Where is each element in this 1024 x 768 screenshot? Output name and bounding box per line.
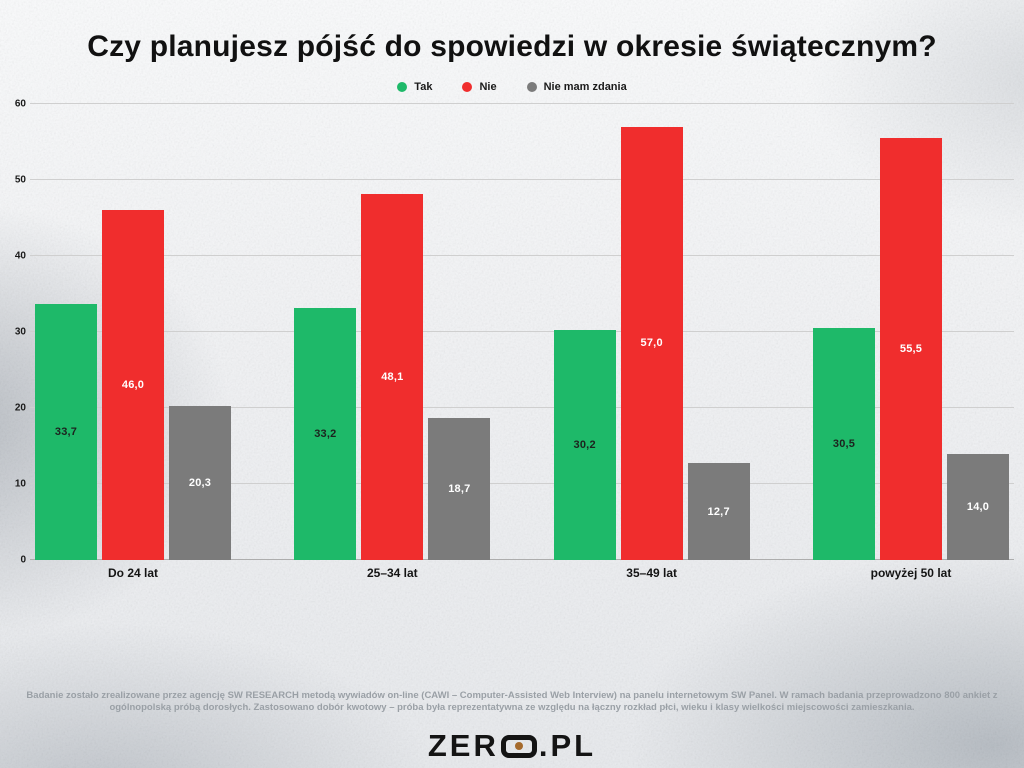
y-tick-label: 60 (14, 98, 26, 110)
legend-item: Nie mam zdania (526, 81, 627, 93)
zero-pl-logo: ZER .PL (0, 728, 1024, 764)
bar-nie: 48,1 (361, 194, 424, 560)
bar-value-label: 12,7 (707, 505, 730, 518)
bar-group: 33,7 46,0 20,3 Do 24 lat (35, 104, 231, 580)
logo-o-dot (514, 742, 523, 750)
bar-nie: 55,5 (879, 138, 942, 560)
plot-area: 0 10 20 30 40 50 60 33,7 46,0 20,3 Do 24 lat 33,2 48… (15, 99, 1014, 580)
bar-nie-mam-zdania: 20,3 (169, 405, 231, 560)
bar-group: 30,5 55,5 14,0 powyżej 50 lat (812, 104, 1009, 580)
y-tick-label: 10 (14, 478, 26, 490)
legend-swatch-icon (526, 82, 537, 92)
bar-value-label: 48,1 (381, 371, 404, 384)
legend-label: Nie (479, 81, 497, 93)
bar-tak: 30,5 (812, 328, 875, 560)
bar-value-label: 20,3 (188, 476, 212, 489)
y-tick-label: 30 (14, 326, 26, 338)
category-label: 35–49 lat (626, 566, 678, 580)
logo-text-right: .PL (538, 728, 597, 763)
category-label: 25–34 lat (366, 566, 418, 580)
chart-title: Czy planujesz pójść do spowiedzi w okres… (87, 30, 937, 63)
bar-value-label: 14,0 (966, 500, 990, 513)
bar-value-label: 30,2 (573, 439, 596, 452)
category-label: powyżej 50 lat (870, 566, 952, 580)
legend-item: Tak (397, 81, 432, 93)
chart-legend: Tak Nie Nie mam zdania (0, 81, 1024, 93)
bar-nie-mam-zdania: 12,7 (687, 463, 750, 560)
bar-nie: 57,0 (620, 126, 683, 560)
bar-tak: 30,2 (553, 330, 616, 560)
y-tick-label: 0 (20, 554, 26, 566)
legend-label: Nie mam zdania (543, 81, 627, 93)
methodology-note: Badanie zostało zrealizowane przez agenc… (26, 690, 998, 714)
bar-group: 33,2 48,1 18,7 25–34 lat (294, 104, 491, 580)
y-tick-label: 50 (14, 174, 26, 186)
bar-group: 30,2 57,0 12,7 35–49 lat (553, 104, 750, 580)
legend-label: Tak (414, 81, 433, 93)
bar-nie: 46,0 (102, 210, 164, 560)
bar-tak: 33,2 (294, 307, 357, 560)
legend-swatch-icon (397, 82, 408, 92)
bar-value-label: 46,0 (121, 379, 145, 392)
y-tick-label: 40 (14, 250, 26, 262)
bar-nie-mam-zdania: 18,7 (428, 417, 491, 560)
bar-value-label: 55,5 (899, 343, 923, 356)
bar-nie-mam-zdania: 14,0 (946, 453, 1009, 560)
bar-value-label: 30,5 (832, 438, 856, 451)
legend-swatch-icon (462, 82, 473, 92)
bar-value-label: 57,0 (640, 337, 663, 350)
logo-o-glyph (500, 734, 537, 758)
bar-value-label: 33,7 (54, 425, 78, 438)
legend-item: Nie (462, 81, 497, 93)
y-tick-label: 20 (14, 402, 26, 414)
bar-groups: 33,7 46,0 20,3 Do 24 lat 33,2 48,1 18,7 25–34 l… (30, 104, 1014, 580)
logo-text-left: ZER (427, 728, 499, 763)
bar-tak: 33,7 (35, 303, 97, 560)
bar-value-label: 33,2 (314, 427, 337, 440)
category-label: Do 24 lat (107, 566, 158, 580)
bar-value-label: 18,7 (448, 482, 471, 495)
